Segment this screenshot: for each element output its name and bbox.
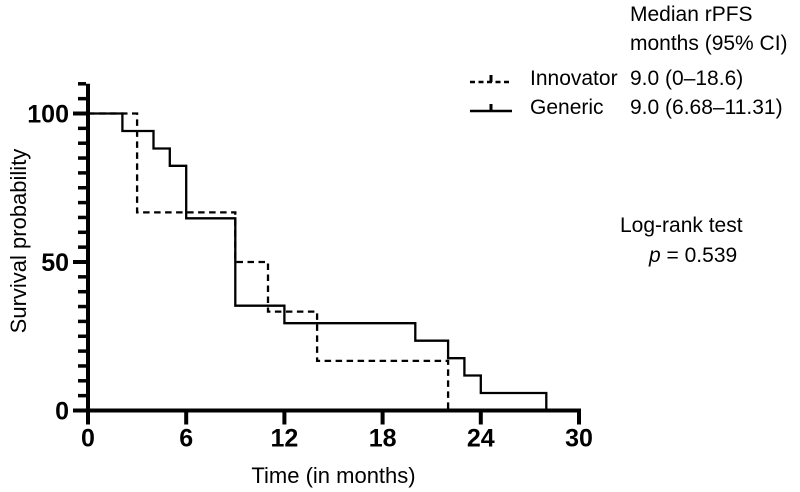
legend-header-line2: months (95% CI) bbox=[630, 32, 788, 55]
y-axis-title: Survival probability bbox=[6, 148, 31, 334]
x-tick-label: 6 bbox=[179, 425, 193, 453]
x-tick-label: 12 bbox=[270, 425, 298, 453]
x-tick-label: 0 bbox=[81, 425, 95, 453]
legend-row-innovator: Innovator 9.0 (0–18.6) bbox=[468, 65, 743, 93]
innovator-survival-curve bbox=[88, 112, 450, 411]
legend-label-innovator: Innovator bbox=[530, 67, 618, 90]
x-tick-label: 18 bbox=[369, 425, 397, 453]
y-tick-label: 0 bbox=[55, 398, 69, 426]
x-axis-title: Time (in months) bbox=[251, 463, 416, 488]
legend-header: Median rPFS months (95% CI) bbox=[630, 0, 788, 58]
legend-header-line1: Median rPFS bbox=[630, 3, 753, 26]
y-tick-label: 100 bbox=[27, 101, 69, 129]
generic-survival-curve bbox=[88, 112, 548, 411]
legend-row-generic: Generic 9.0 (6.68–11.31) bbox=[468, 94, 783, 122]
legend-label-generic: Generic bbox=[530, 96, 604, 119]
dashed-line-symbol-icon bbox=[470, 75, 512, 84]
x-tick-label: 30 bbox=[565, 425, 593, 453]
solid-line-symbol-icon bbox=[470, 104, 512, 113]
y-tick-label: 50 bbox=[41, 249, 69, 277]
legend-value-generic: 9.0 (6.68–11.31) bbox=[630, 96, 783, 119]
logrank-test-label: Log-rank test bbox=[620, 214, 743, 237]
p-value-text: = 0.539 bbox=[660, 244, 738, 267]
x-tick-label: 24 bbox=[467, 425, 495, 453]
legend-value-innovator: 9.0 (0–18.6) bbox=[630, 67, 744, 90]
p-value-label: p = 0.539 bbox=[649, 244, 737, 268]
p-symbol: p bbox=[649, 244, 661, 267]
